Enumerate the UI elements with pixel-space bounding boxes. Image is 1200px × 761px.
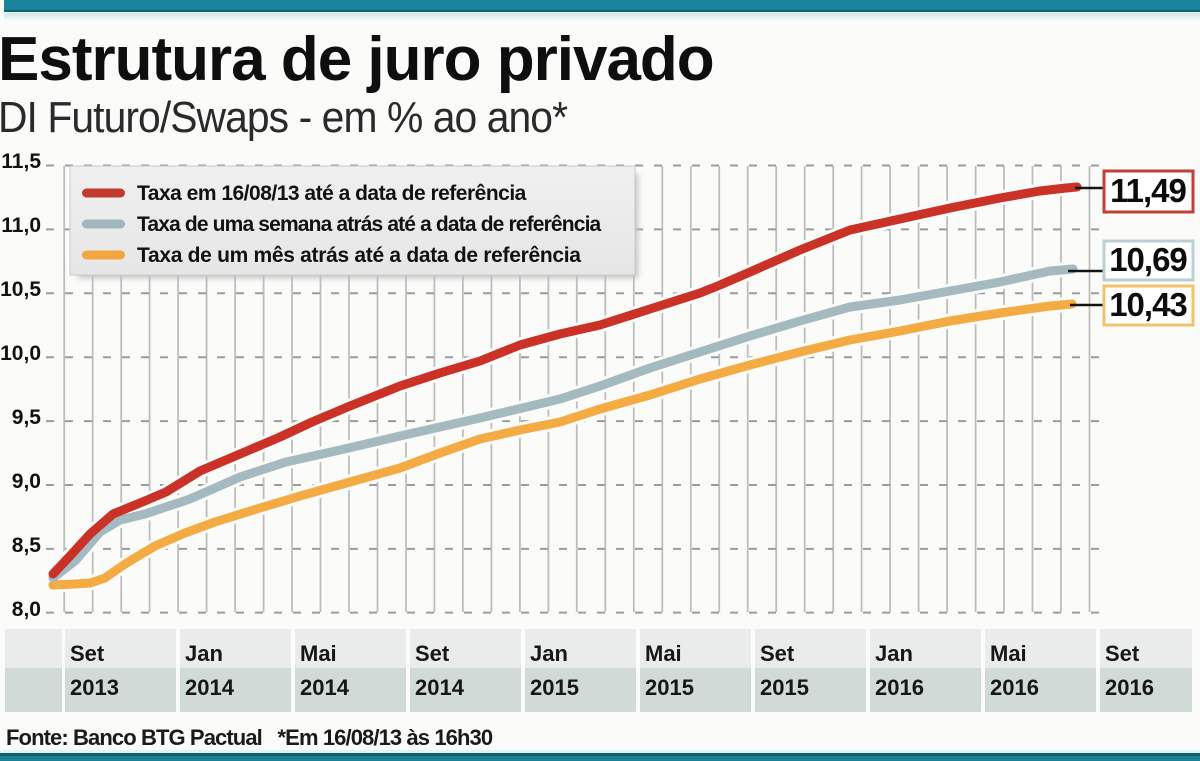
svg-text:10,0: 10,0 (0, 342, 41, 365)
svg-text:10,5: 10,5 (0, 278, 41, 301)
svg-text:11,49: 11,49 (1110, 172, 1186, 209)
svg-text:8,5: 8,5 (12, 534, 42, 557)
svg-text:Taxa em 16/08/13 até a data de: Taxa em 16/08/13 até a data de referênci… (137, 182, 527, 205)
svg-text:11,0: 11,0 (1, 214, 41, 237)
svg-text:Taxa de uma semana atrás até a: Taxa de uma semana atrás até a data de r… (137, 213, 602, 236)
svg-text:9,5: 9,5 (12, 406, 42, 429)
svg-text:9,0: 9,0 (12, 470, 41, 493)
svg-text:8,0: 8,0 (12, 598, 41, 621)
svg-text:Taxa de um mês atrás até a dat: Taxa de um mês atrás até a data de refer… (137, 244, 581, 267)
svg-text:10,69: 10,69 (1109, 241, 1187, 278)
svg-text:10,43: 10,43 (1109, 286, 1187, 323)
svg-text:11,5: 11,5 (1, 150, 41, 173)
